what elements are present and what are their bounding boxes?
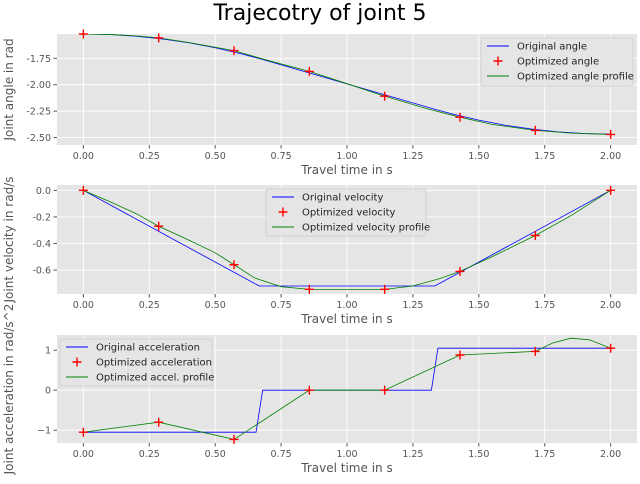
legend-label: Optimized acceleration [96, 358, 212, 369]
legend-box [480, 37, 634, 87]
x-tick-label: 1.00 [336, 449, 357, 460]
data-point-optimized-velocity [304, 284, 314, 294]
data-point-optimized-acceleration [530, 346, 540, 356]
x-tick-label: 0.00 [73, 151, 94, 162]
series-line-original-velocity [83, 189, 611, 287]
y-tick-label: −1 [37, 426, 51, 437]
x-tick-label: 0.50 [205, 449, 226, 460]
legend-marker-key [72, 357, 82, 367]
legend: Original angle Optimized angle Optimized a… [480, 37, 634, 87]
x-tick-label: 0.00 [73, 449, 94, 460]
data-point-optimized-angle [304, 66, 314, 76]
y-axis-label: Joint acceleration in rad/s^2 [2, 304, 16, 476]
data-point-optimized-velocity [78, 185, 88, 195]
x-tick-label: 0.50 [205, 300, 226, 311]
data-point-optimized-velocity [229, 260, 239, 270]
x-tick-label: 0.00 [73, 300, 94, 311]
y-tick-label: 1 [45, 346, 51, 357]
data-point-optimized-velocity [455, 266, 465, 276]
y-axis-label: Joint velocity in rad/s [2, 176, 16, 303]
x-axis-label: Travel time in s [300, 461, 392, 475]
x-tick-label: 1.00 [336, 300, 357, 311]
data-point-optimized-angle [154, 33, 164, 43]
legend-label: Original acceleration [96, 343, 200, 354]
y-tick-label: -0.6 [32, 266, 51, 277]
y-tick-label: 0.0 [36, 186, 51, 197]
x-tick-label: 1.50 [468, 449, 489, 460]
x-tick-label: 1.25 [402, 151, 423, 162]
data-point-optimized-angle [380, 91, 390, 101]
y-tick-label: -0.2 [32, 212, 51, 223]
subplot-1: 0.00 0.25 0.50 0.75 1.00 1.25 1.50 1.75 2.00 -1.7… [2, 29, 637, 177]
legend-label: Optimized accel. profile [96, 373, 214, 384]
subplot-3: 0.00 0.25 0.50 0.75 1.00 1.25 1.50 1.75 2.00 1 0 −1… [2, 304, 637, 476]
legend-marker-key [493, 56, 503, 66]
x-tick-label: 2.00 [600, 300, 621, 311]
y-axis-label: Joint angle in rad [2, 38, 16, 141]
legend-label: Optimized velocity profile [302, 223, 430, 234]
x-tick-label: 1.75 [534, 449, 555, 460]
legend-label: Original angle [517, 42, 587, 53]
x-tick-label: 2.00 [600, 449, 621, 460]
data-point-optimized-acceleration [154, 417, 164, 427]
data-point-optimized-velocity [606, 185, 616, 195]
y-tick-label: 0 [45, 386, 51, 397]
x-tick-label: 1.25 [402, 300, 423, 311]
data-point-optimized-acceleration [78, 427, 88, 437]
data-point-optimized-angle [229, 46, 239, 56]
data-point-optimized-acceleration [380, 385, 390, 395]
data-point-optimized-velocity [380, 284, 390, 294]
data-point-optimized-velocity [530, 231, 540, 241]
x-tick-label: 0.75 [271, 300, 292, 311]
data-point-optimized-angle [530, 125, 540, 135]
data-point-optimized-angle [455, 112, 465, 122]
x-axis-label: Travel time in s [300, 163, 392, 177]
legend: Original velocity Optimized velocity Optim… [265, 188, 430, 237]
data-point-optimized-acceleration [606, 343, 616, 353]
x-tick-label: 1.25 [402, 449, 423, 460]
data-point-optimized-velocity [154, 221, 164, 231]
x-tick-label: 1.75 [534, 300, 555, 311]
x-tick-label: 0.75 [271, 151, 292, 162]
y-tick-label: -0.4 [32, 239, 51, 250]
legend-box [59, 338, 213, 387]
x-tick-label: 0.75 [271, 449, 292, 460]
data-point-optimized-acceleration [304, 385, 314, 395]
data-point-optimized-acceleration [455, 350, 465, 360]
legend-box [265, 188, 427, 237]
legend-label: Optimized angle [517, 57, 599, 68]
x-tick-label: 1.75 [534, 151, 555, 162]
legend-label: Optimized angle profile [517, 72, 634, 83]
x-tick-label: 0.25 [139, 300, 160, 311]
x-tick-label: 1.00 [336, 151, 357, 162]
legend-marker-key [278, 207, 288, 217]
x-tick-label: 1.50 [468, 151, 489, 162]
legend: Original acceleration Optimized accelerat… [59, 338, 214, 387]
data-point-optimized-angle [606, 129, 616, 139]
figure-title: Trajecotry of joint 5 [212, 1, 426, 26]
x-tick-label: 0.25 [139, 449, 160, 460]
data-point-optimized-acceleration [229, 434, 239, 444]
y-tick-label: -2.25 [26, 107, 51, 118]
y-tick-label: -2.50 [26, 133, 51, 144]
y-tick-label: -1.75 [26, 54, 51, 65]
x-tick-label: 0.25 [139, 151, 160, 162]
x-tick-label: 2.00 [600, 151, 621, 162]
data-point-optimized-angle [78, 29, 88, 39]
legend-label: Original velocity [302, 193, 383, 204]
x-axis-label: Travel time in s [300, 312, 392, 326]
subplot-2: 0.00 0.25 0.50 0.75 1.00 1.25 1.50 1.75 2.00 0.0 -… [2, 176, 637, 326]
legend-label: Optimized velocity [302, 208, 396, 219]
x-tick-label: 1.50 [468, 300, 489, 311]
plots-container: 0.00 0.25 0.50 0.75 1.00 1.25 1.50 1.75 2.00-1.7… [2, 29, 637, 476]
y-tick-label: -2.00 [26, 80, 51, 91]
x-tick-label: 0.50 [205, 151, 226, 162]
